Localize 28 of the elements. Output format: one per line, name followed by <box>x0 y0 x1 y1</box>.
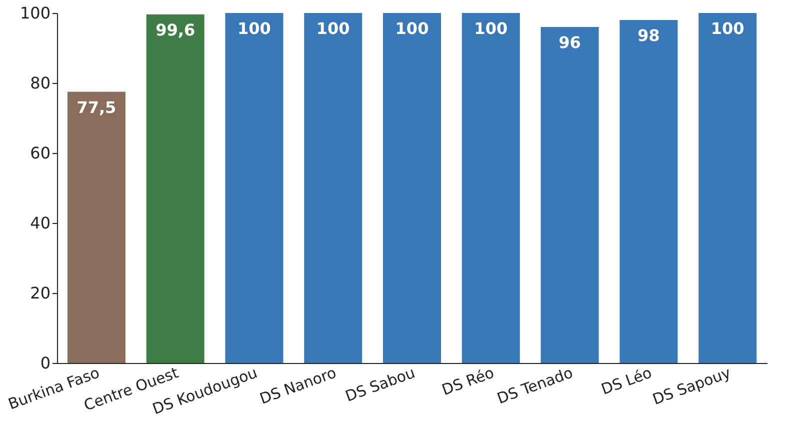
x-tick-label: DS Sabou <box>342 364 418 406</box>
y-tick-label: 40 <box>30 214 50 232</box>
data-label: 100 <box>710 19 744 38</box>
y-tick-label: 100 <box>20 4 50 22</box>
data-label: 100 <box>395 19 429 38</box>
y-tick-label: 0 <box>40 354 50 372</box>
bar <box>620 20 678 363</box>
data-label: 77,5 <box>76 98 116 117</box>
bar <box>462 13 520 363</box>
bar <box>304 13 362 363</box>
bar <box>146 14 204 363</box>
bar <box>67 92 126 363</box>
data-label: 98 <box>638 26 660 45</box>
x-tick-label: DS Tenado <box>494 364 576 408</box>
bar <box>225 13 284 363</box>
data-label: 100 <box>238 19 271 38</box>
x-tick-label: DS Nanoro <box>257 364 339 408</box>
data-label: 100 <box>474 19 508 38</box>
y-tick-label: 20 <box>30 284 50 302</box>
bar <box>698 13 757 363</box>
x-tick-label: DS Réo <box>439 364 496 400</box>
y-tick-label: 60 <box>30 144 50 162</box>
data-label: 99,6 <box>156 20 196 40</box>
bar <box>383 13 441 363</box>
y-tick-label: 80 <box>30 74 50 92</box>
data-label: 100 <box>316 19 350 38</box>
data-label: 96 <box>558 33 581 52</box>
bar <box>540 27 599 363</box>
